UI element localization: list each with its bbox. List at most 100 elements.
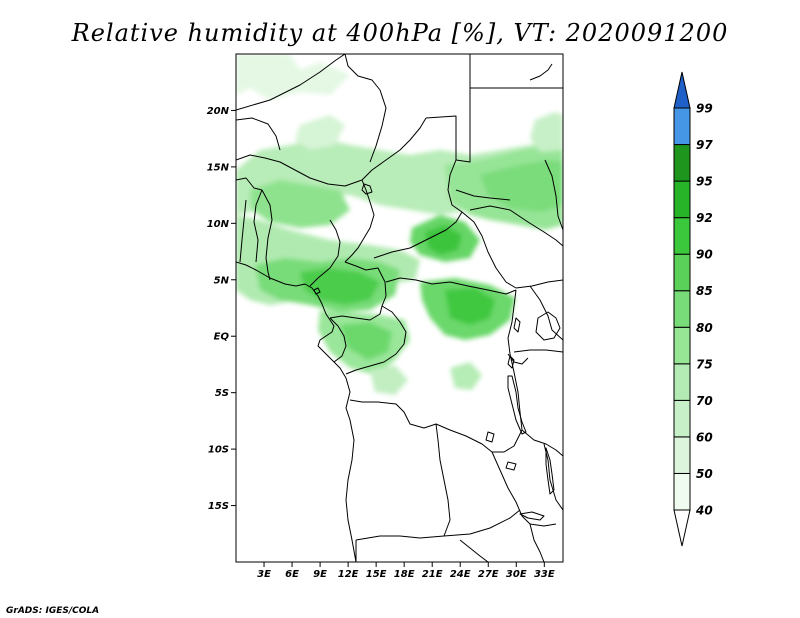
rh-region-east-patch <box>530 112 563 152</box>
border-angola-zambia <box>435 423 451 537</box>
border-zambia-namibia <box>443 509 521 537</box>
colorbar-segment <box>673 217 691 255</box>
lat-tick-label: 15N <box>207 162 230 173</box>
colorbar-label: 80 <box>696 321 713 335</box>
credit-text: GrADS: IGES/COLA <box>6 606 99 616</box>
rh-region-car-core <box>425 225 462 255</box>
humidity-fields <box>236 54 563 395</box>
border-nigeria-cameroon <box>309 219 341 287</box>
border-togo <box>239 199 247 263</box>
colorbar-segment <box>673 253 691 292</box>
border-chad-car <box>373 211 463 259</box>
colorbar-segment <box>673 363 691 401</box>
rh-region-gulf-core <box>300 268 380 305</box>
colorbar-label: 50 <box>696 467 713 481</box>
border-sudan-south-sudan <box>455 189 511 201</box>
lon-tick-label: 9E <box>313 569 327 580</box>
colorbar-label: 92 <box>696 211 713 225</box>
colorbar-segment <box>673 399 691 438</box>
border-algeria-niger <box>236 54 346 111</box>
border-libya-sudan <box>425 115 457 160</box>
border-drc-angola <box>349 399 493 453</box>
colorbar-label: 90 <box>696 248 713 262</box>
border-ethiopia <box>544 159 563 231</box>
colorbar-label: 97 <box>696 138 713 152</box>
lake-bangweulu <box>505 461 517 471</box>
colorbar-label: 40 <box>695 504 713 518</box>
border-malawi <box>543 443 563 511</box>
border-burkina <box>236 177 263 191</box>
rh-region-north-light <box>236 54 350 100</box>
border-mali-niger <box>236 117 281 151</box>
colorbar-segment <box>673 290 691 328</box>
chart-title: Relative humidity at 400hPa [%], VT: 202… <box>71 19 729 47</box>
border-botswana <box>459 539 489 562</box>
border-nigeria <box>261 189 273 281</box>
border-rwanda <box>507 353 529 365</box>
border-angola-namibia <box>355 535 445 541</box>
lon-tick-label: 15E <box>366 569 387 580</box>
lat-tick-label: 20N <box>207 106 230 117</box>
lat-tick-label: 10S <box>208 445 229 456</box>
red-sea-coast <box>529 63 553 81</box>
border-south-sudan <box>469 205 563 247</box>
border-car-sudan <box>461 211 517 289</box>
humidity-shading <box>236 54 563 395</box>
colorbar-label: 70 <box>696 394 713 408</box>
colorbar-label: 85 <box>696 284 713 298</box>
rh-region-drc-core <box>445 288 495 325</box>
lake-chad <box>361 183 373 195</box>
lat-tick-label: 5N <box>214 275 230 286</box>
lon-tick-label: 24E <box>450 569 471 580</box>
colorbar-upper-triangle <box>673 71 691 109</box>
border-drc-east <box>492 289 523 453</box>
border-tanzania-zambia <box>521 429 563 457</box>
bioko-island <box>313 287 321 295</box>
colorbar-segment <box>673 472 691 511</box>
country-borders <box>236 54 563 562</box>
lon-tick-label: 3E <box>257 569 271 580</box>
colorbar-label: 60 <box>696 430 713 444</box>
lake-albert <box>513 317 521 333</box>
border-sudan-chad <box>447 159 463 213</box>
rh-region-sahel-west-core <box>250 180 350 228</box>
lon-tick-label: 12E <box>338 569 359 580</box>
rh-region-north-patch <box>295 115 345 150</box>
coastline-west <box>236 261 357 562</box>
colorbar-label: 75 <box>696 357 713 371</box>
border-benin <box>253 189 263 263</box>
border-libya-chad <box>361 117 427 181</box>
border-congo-gabon <box>329 317 347 363</box>
lake-kivu <box>507 355 515 369</box>
map-frame <box>235 53 564 563</box>
lake-tanganyika <box>507 375 527 435</box>
colorbar-lower-triangle <box>673 509 691 547</box>
lon-tick-label: 27E <box>478 569 499 580</box>
rh-region-drc-south <box>370 365 408 395</box>
border-car-drc <box>385 277 517 295</box>
colorbar-label: 95 <box>696 175 713 189</box>
border-uganda-tanzania <box>513 349 563 353</box>
colorbar-segment <box>673 107 691 146</box>
lon-tick-label: 30E <box>506 569 527 580</box>
lake-victoria <box>535 311 561 341</box>
lon-tick-label: 21E <box>422 569 443 580</box>
colorbar: 40 50 60 70 75 80 85 90 92 95 97 99 <box>673 71 713 547</box>
lake-kariba <box>519 511 545 521</box>
colorbar-segment <box>673 144 691 182</box>
border-algeria-libya <box>344 54 387 163</box>
colorbar-segment <box>673 436 691 474</box>
colorbar-segment <box>673 326 691 365</box>
border-cameroon-car <box>329 261 387 321</box>
border-zambia-zimbabwe <box>491 451 557 527</box>
colorbar-segment <box>673 180 691 219</box>
rh-region-congo-core <box>340 322 392 360</box>
border-south-sudan-east <box>515 279 563 289</box>
lon-tick-label: 6E <box>285 569 299 580</box>
lake-malawi <box>545 447 555 495</box>
longitude-axis: 3E 6E 9E 12E 15E 18E 21E 24E 27E 30E 33E <box>257 562 555 580</box>
lat-tick-label: 15S <box>208 501 229 512</box>
lake-mweru <box>485 431 495 443</box>
lat-tick-label: 5S <box>215 388 229 399</box>
